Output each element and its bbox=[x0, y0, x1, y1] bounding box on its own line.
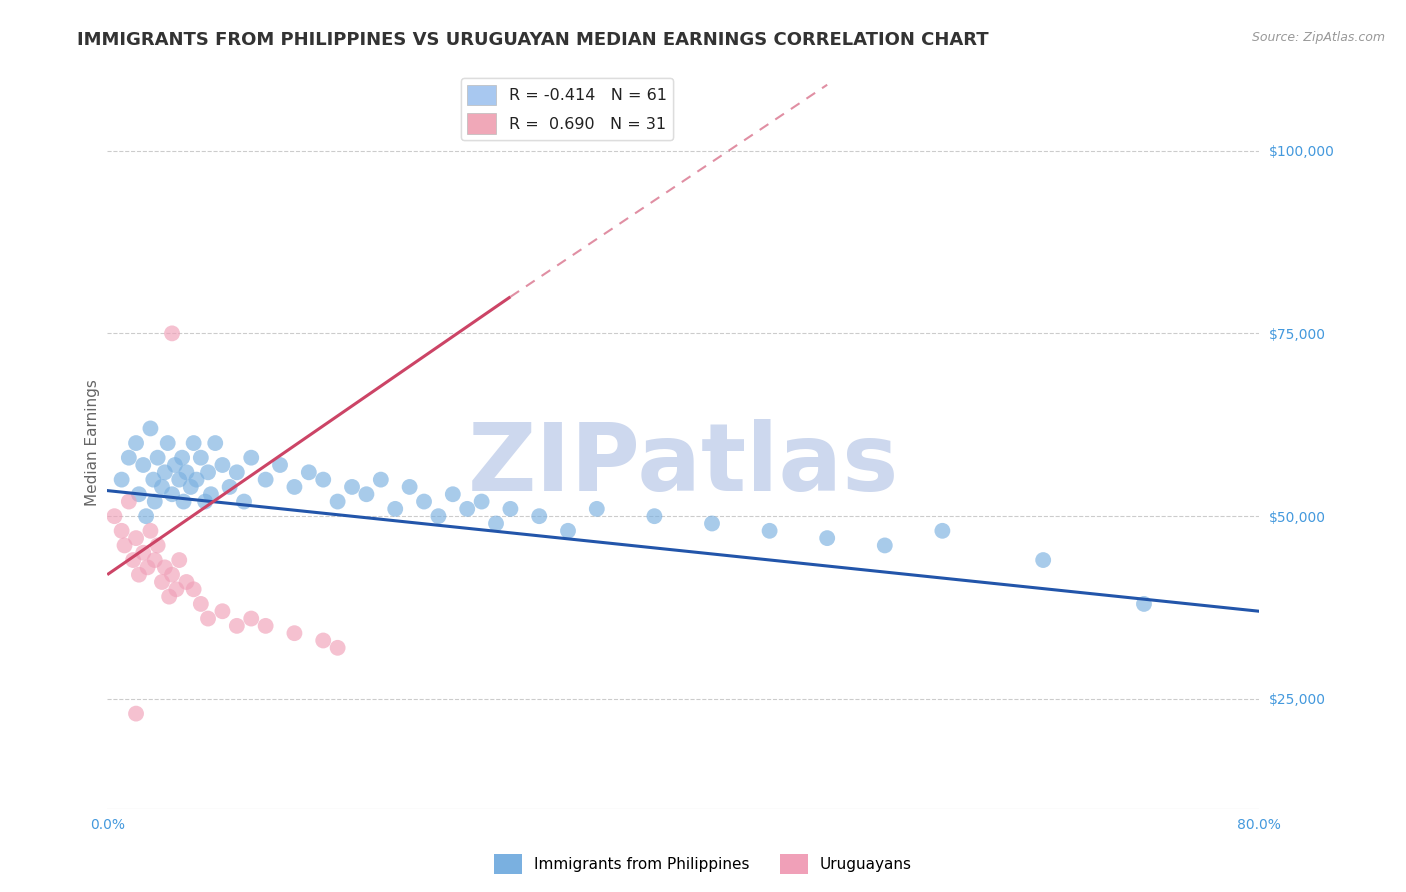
Point bbox=[135, 509, 157, 524]
Point bbox=[233, 494, 256, 508]
Point bbox=[240, 611, 263, 625]
Point bbox=[128, 567, 150, 582]
Point bbox=[384, 501, 406, 516]
Point bbox=[139, 524, 162, 538]
Point bbox=[122, 553, 145, 567]
Point bbox=[240, 450, 263, 465]
Point bbox=[326, 640, 349, 655]
Point bbox=[114, 538, 136, 552]
Point bbox=[326, 494, 349, 508]
Point bbox=[557, 524, 579, 538]
Point bbox=[167, 473, 190, 487]
Point bbox=[186, 473, 208, 487]
Point bbox=[176, 465, 198, 479]
Point bbox=[118, 494, 141, 508]
Point bbox=[150, 574, 173, 589]
Point bbox=[370, 473, 392, 487]
Point bbox=[269, 458, 291, 472]
Point bbox=[176, 574, 198, 589]
Point bbox=[157, 590, 180, 604]
Point bbox=[197, 465, 219, 479]
Point bbox=[283, 480, 305, 494]
Point bbox=[125, 531, 148, 545]
Point bbox=[167, 553, 190, 567]
Point bbox=[160, 567, 183, 582]
Point bbox=[485, 516, 508, 531]
Point bbox=[456, 501, 478, 516]
Point bbox=[815, 531, 838, 545]
Point bbox=[873, 538, 896, 552]
Point bbox=[143, 494, 166, 508]
Point bbox=[173, 494, 195, 508]
Point bbox=[190, 597, 212, 611]
Point bbox=[758, 524, 780, 538]
Point bbox=[132, 458, 155, 472]
Legend: R = -0.414   N = 61, R =  0.690   N = 31: R = -0.414 N = 61, R = 0.690 N = 31 bbox=[461, 78, 673, 140]
Point bbox=[312, 473, 335, 487]
Point bbox=[136, 560, 159, 574]
Point bbox=[132, 546, 155, 560]
Text: Source: ZipAtlas.com: Source: ZipAtlas.com bbox=[1251, 31, 1385, 45]
Y-axis label: Median Earnings: Median Earnings bbox=[86, 380, 100, 507]
Point bbox=[160, 487, 183, 501]
Point bbox=[283, 626, 305, 640]
Point bbox=[585, 501, 607, 516]
Point bbox=[471, 494, 494, 508]
Point bbox=[156, 436, 179, 450]
Point bbox=[172, 450, 194, 465]
Point bbox=[529, 509, 551, 524]
Point bbox=[146, 450, 169, 465]
Point bbox=[700, 516, 723, 531]
Point bbox=[163, 458, 186, 472]
Point bbox=[427, 509, 450, 524]
Point bbox=[194, 494, 217, 508]
Point bbox=[153, 560, 176, 574]
Point bbox=[103, 509, 125, 524]
Point bbox=[111, 524, 134, 538]
Point bbox=[441, 487, 464, 501]
Point bbox=[139, 421, 162, 435]
Point bbox=[1133, 597, 1156, 611]
Point bbox=[254, 473, 277, 487]
Point bbox=[183, 582, 205, 597]
Point bbox=[190, 450, 212, 465]
Point bbox=[225, 465, 247, 479]
Point bbox=[1032, 553, 1054, 567]
Point bbox=[200, 487, 222, 501]
Text: ZIPatlas: ZIPatlas bbox=[468, 419, 898, 511]
Point bbox=[150, 480, 173, 494]
Point bbox=[218, 480, 240, 494]
Point bbox=[125, 706, 148, 721]
Point bbox=[143, 553, 166, 567]
Text: IMMIGRANTS FROM PHILIPPINES VS URUGUAYAN MEDIAN EARNINGS CORRELATION CHART: IMMIGRANTS FROM PHILIPPINES VS URUGUAYAN… bbox=[77, 31, 988, 49]
Point bbox=[499, 501, 522, 516]
Point bbox=[312, 633, 335, 648]
Point bbox=[153, 465, 176, 479]
Point bbox=[413, 494, 436, 508]
Point bbox=[125, 436, 148, 450]
Point bbox=[128, 487, 150, 501]
Point bbox=[225, 619, 247, 633]
Point bbox=[340, 480, 363, 494]
Point bbox=[160, 326, 183, 341]
Point bbox=[118, 450, 141, 465]
Point bbox=[111, 473, 134, 487]
Point bbox=[356, 487, 378, 501]
Point bbox=[211, 604, 233, 618]
Point bbox=[931, 524, 953, 538]
Point bbox=[183, 436, 205, 450]
Point bbox=[298, 465, 321, 479]
Point bbox=[165, 582, 187, 597]
Point bbox=[146, 538, 169, 552]
Point bbox=[204, 436, 226, 450]
Point bbox=[180, 480, 202, 494]
Legend: Immigrants from Philippines, Uruguayans: Immigrants from Philippines, Uruguayans bbox=[488, 848, 918, 880]
Point bbox=[211, 458, 233, 472]
Point bbox=[197, 611, 219, 625]
Point bbox=[142, 473, 165, 487]
Point bbox=[643, 509, 665, 524]
Point bbox=[254, 619, 277, 633]
Point bbox=[398, 480, 420, 494]
